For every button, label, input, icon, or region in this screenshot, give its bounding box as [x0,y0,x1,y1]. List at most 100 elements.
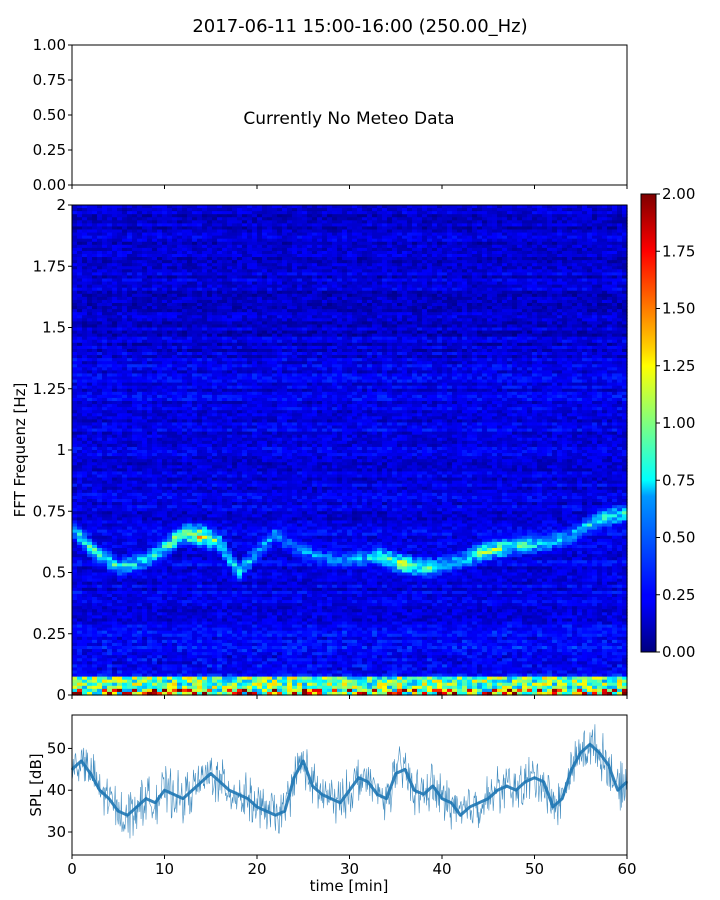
heatmap-cell [342,223,348,228]
heatmap-cell [137,247,143,252]
heatmap-cell [272,312,278,316]
heatmap-cell [572,312,578,316]
heatmap-cell [362,275,368,280]
heatmap-cell [587,272,593,277]
heatmap-cell [122,284,128,289]
heatmap-cell [202,235,208,240]
heatmap-cell [152,296,158,301]
heatmap-cell [342,257,348,261]
heatmap-cell [262,208,268,212]
heatmap-cell [297,284,303,289]
heatmap-cell [557,266,563,270]
heatmap-cell [397,220,403,224]
heatmap-cell [262,281,268,286]
heatmap-cell [387,232,393,237]
heatmap-cell [462,247,468,252]
heatmap-cell [302,250,308,255]
heatmap-cell [402,220,408,224]
heatmap-cell [72,278,78,283]
heatmap-cell [497,333,503,338]
heatmap-cell [147,324,153,329]
heatmap-cell [132,220,138,224]
heatmap-cell [167,312,173,316]
heatmap-cell [297,226,303,231]
heatmap-cell [262,293,268,298]
heatmap-cell [532,235,538,240]
heatmap-cell [92,290,98,295]
heatmap-cell [357,235,363,240]
heatmap-cell [577,290,583,295]
heatmap-cell [522,257,528,261]
heatmap-cell [282,318,288,322]
heatmap-cell [367,217,373,221]
heatmap-cell [207,211,213,215]
heatmap-cell [82,315,88,319]
heatmap-cell [587,293,593,298]
heatmap-cell [547,330,553,335]
heatmap-cell [552,275,558,280]
heatmap-cell [562,272,568,277]
heatmap-cell [282,303,288,307]
heatmap-cell [617,263,623,267]
heatmap-cell [592,263,598,267]
heatmap-cell [302,321,308,326]
heatmap-cell [287,303,293,307]
heatmap-cell [622,244,628,249]
heatmap-cell [572,275,578,280]
heatmap-cell [217,324,223,329]
heatmap-cell [87,208,93,212]
heatmap-cell [577,269,583,273]
heatmap-cell [72,327,78,332]
heatmap-cell [92,220,98,224]
heatmap-cell [257,333,263,338]
heatmap-cell [542,296,548,301]
heatmap-cell [337,226,343,231]
heatmap-cell [537,303,543,307]
heatmap-cell [272,339,278,344]
heatmap-cell [192,220,198,224]
heatmap-cell [432,315,438,319]
heatmap-cell [542,257,548,261]
heatmap-cell [272,287,278,292]
heatmap-cell [107,321,113,326]
heatmap-cell [232,330,238,335]
heatmap-cell [277,324,283,329]
heatmap-cell [377,269,383,273]
heatmap-cell [562,232,568,237]
heatmap-cell [147,232,153,237]
heatmap-cell [397,241,403,246]
heatmap-cell [112,229,118,234]
heatmap-cell [507,235,513,240]
heatmap-cell [82,247,88,252]
heatmap-cell [362,296,368,301]
heatmap-cell [402,318,408,322]
heatmap-cell [417,318,423,322]
heatmap-cell [217,318,223,322]
heatmap-cell [597,269,603,273]
heatmap-cell [537,260,543,264]
heatmap-cell [572,333,578,338]
heatmap-cell [297,244,303,249]
heatmap-cell [397,306,403,310]
heatmap-cell [592,226,598,231]
heatmap-cell [572,306,578,310]
heatmap-cell [402,238,408,243]
heatmap-cell [407,250,413,255]
heatmap-cell [497,229,503,234]
heatmap-cell [582,226,588,231]
heatmap-cell [197,217,203,221]
heatmap-cell [347,324,353,329]
heatmap-cell [172,321,178,326]
heatmap-cell [242,281,248,286]
heatmap-cell [187,299,193,304]
heatmap-cell [152,241,158,246]
heatmap-cell [127,226,133,231]
heatmap-cell [182,321,188,326]
heatmap-cell [332,272,338,277]
heatmap-cell [302,269,308,273]
heatmap-cell [562,315,568,319]
heatmap-cell [87,303,93,307]
heatmap-cell [507,260,513,264]
heatmap-cell [402,226,408,231]
heatmap-cell [87,247,93,252]
